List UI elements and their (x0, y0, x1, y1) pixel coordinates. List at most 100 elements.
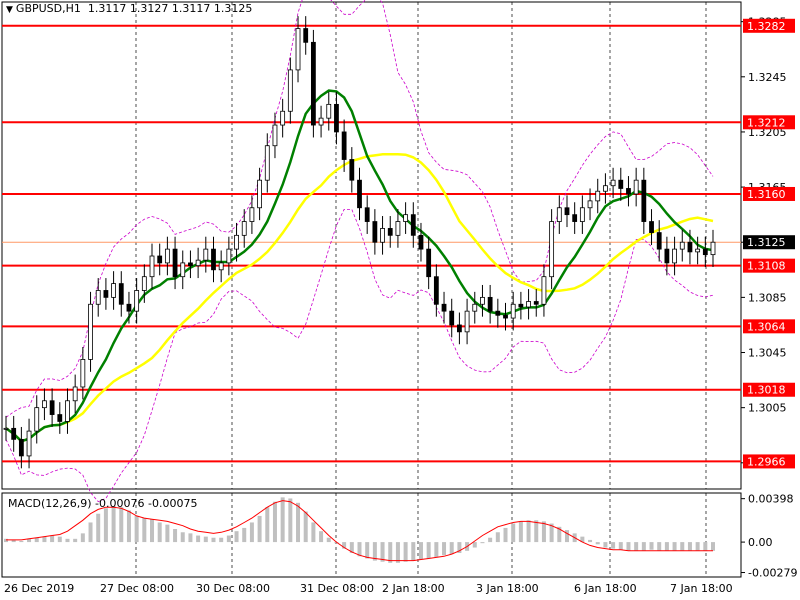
candle-body (272, 124, 278, 147)
candle-body (34, 407, 40, 432)
macd-histogram-bar (664, 542, 669, 551)
macd-histogram-bar (695, 542, 700, 551)
macd-histogram-bar (134, 515, 139, 543)
macd-histogram-bar (326, 537, 331, 543)
level-price-box (743, 18, 795, 33)
level-price-label: 1.2966 (747, 455, 786, 468)
candle-body (134, 290, 140, 312)
bollinger-lower (5, 209, 714, 503)
candle-body (88, 303, 93, 360)
macd-histogram-bar (711, 542, 715, 551)
candle-body (372, 221, 378, 243)
candle-body (310, 41, 316, 126)
macd-histogram-bar (180, 532, 185, 543)
candle-body (157, 255, 163, 264)
y-tick-label: 1.3085 (748, 291, 787, 304)
macd-histogram-bar (111, 506, 116, 543)
candle-body (433, 276, 439, 305)
candle-body (65, 400, 70, 422)
candle-body (626, 188, 631, 195)
candle-body (257, 179, 262, 209)
candle-body (226, 248, 232, 264)
candle-body (679, 241, 685, 250)
moving-average-fast (5, 89, 714, 443)
candle-body (118, 283, 124, 305)
candle-body (441, 303, 447, 312)
macd-histogram-bar (249, 522, 254, 543)
macd-histogram-bar (626, 542, 631, 551)
level-price-box (743, 382, 795, 397)
candle-body (264, 145, 270, 181)
candle-body (449, 310, 455, 326)
macd-histogram-bar (203, 536, 208, 543)
candle-body (695, 248, 701, 253)
candle-body (618, 179, 624, 189)
dropdown-triangle-icon[interactable]: ▼ (6, 5, 13, 15)
level-price-label: 1.3160 (747, 188, 786, 201)
macd-signal-line (6, 500, 713, 562)
macd-histogram-bar (4, 538, 8, 543)
macd-histogram-bar (703, 542, 708, 551)
candle-body (318, 117, 324, 126)
macd-histogram-bar (303, 511, 308, 543)
macd-histogram-bar (188, 533, 193, 543)
macd-histogram-bar (219, 537, 224, 543)
level-price-label: 1.3282 (747, 20, 786, 33)
macd-histogram-bar (403, 542, 408, 562)
current-price-label: 1.3125 (747, 236, 786, 249)
macd-label: MACD(12,26,9) -0.00076 -0.00075 (8, 497, 198, 510)
candle-body (510, 303, 516, 319)
candle-body (280, 110, 286, 126)
candle-body (595, 190, 601, 202)
candle-body (334, 103, 339, 133)
candle-body (587, 200, 593, 209)
candle-body (241, 221, 247, 236)
macd-histogram-bar (226, 535, 231, 543)
level-price-label: 1.3212 (747, 116, 786, 129)
candle-body (641, 179, 647, 222)
macd-histogram-bar (557, 526, 562, 543)
macd-histogram-bar (472, 542, 477, 548)
candle-body (541, 276, 547, 305)
candle-body (80, 359, 86, 388)
candle-body (656, 232, 662, 250)
candle-body (188, 262, 193, 267)
macd-histogram-bar (503, 527, 508, 543)
macd-histogram-bar (603, 542, 608, 548)
macd-histogram-bar (534, 520, 539, 543)
y-tick-label: 1.3245 (748, 71, 787, 84)
macd-histogram-bar (595, 542, 600, 545)
level-price-label: 1.3018 (747, 384, 786, 397)
candle-body (387, 228, 393, 236)
candle-body (503, 314, 508, 319)
candle-body (218, 262, 224, 271)
candle-body (480, 296, 485, 305)
macd-histogram-bar (541, 521, 546, 543)
macd-histogram-bar (142, 518, 147, 543)
macd-histogram-bar (211, 537, 216, 543)
candle-body (633, 179, 639, 195)
candle-body (426, 248, 432, 278)
candle-body (341, 131, 347, 160)
macd-histogram-bar (680, 542, 685, 551)
macd-histogram-bar (411, 542, 416, 561)
candle-body (464, 310, 470, 333)
candle-body (95, 290, 101, 305)
candle-body (357, 179, 362, 209)
macd-histogram-bar (50, 535, 55, 543)
candle-body (380, 228, 385, 243)
candle-body (710, 241, 716, 256)
candle-body (164, 248, 170, 264)
macd-histogram-bar (372, 542, 377, 561)
macd-histogram-bar (434, 542, 439, 558)
macd-histogram-bar (495, 532, 500, 543)
level-price-box (743, 258, 795, 273)
macd-histogram-bar (173, 529, 178, 543)
candle-body (603, 185, 608, 192)
ohlc-label: 1.3117 1.3127 1.3117 1.3125 (87, 2, 253, 15)
candle-body (149, 255, 155, 278)
macd-histogram-bar (80, 533, 85, 543)
macd-histogram-bar (65, 538, 70, 543)
candle-body (556, 207, 562, 222)
